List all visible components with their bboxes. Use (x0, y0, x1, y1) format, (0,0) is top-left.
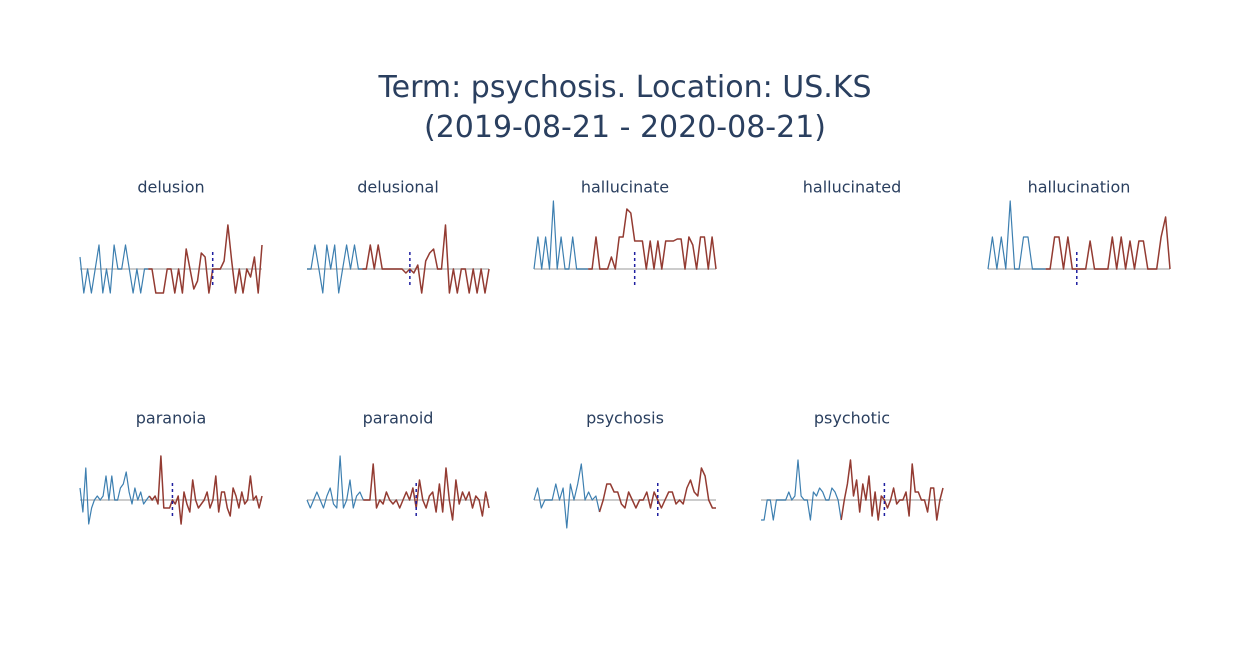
series-after-psychosis (598, 467, 716, 513)
series-after-hallucination (1045, 216, 1171, 270)
series-before-hallucinate (533, 200, 589, 270)
panel-title-hallucination: hallucination (1028, 178, 1131, 197)
panel-title-hallucinated: hallucinated (803, 178, 901, 197)
chart-title-line-2: (2019-08-21 - 2020-08-21) (424, 110, 826, 145)
series-before-delusion (79, 244, 149, 294)
series-before-psychosis (533, 463, 601, 529)
series-before-delusional (307, 244, 363, 294)
panel-title-delusional: delusional (357, 178, 439, 197)
series-after-paranoid (363, 463, 490, 521)
panel-hallucination: hallucination (987, 178, 1171, 288)
panel-title-hallucinate: hallucinate (581, 178, 669, 197)
panel-psychosis: psychosis (533, 409, 716, 529)
panel-title-paranoid: paranoid (363, 409, 434, 428)
series-after-hallucinate (588, 208, 717, 270)
series-before-paranoia (79, 467, 150, 525)
panel-hallucinate: hallucinate (533, 178, 717, 288)
chart-title-line-1: Term: psychosis. Location: US.KS (378, 70, 872, 105)
panel-paranoia: paranoia (79, 409, 263, 525)
series-before-paranoid (306, 455, 364, 509)
series-after-delusional (362, 224, 490, 294)
panel-title-psychotic: psychotic (814, 409, 890, 428)
series-after-delusion (148, 224, 263, 294)
panel-title-psychosis: psychosis (586, 409, 664, 428)
panel-hallucinated: hallucinated (803, 178, 901, 197)
series-after-psychotic (840, 459, 944, 521)
panel-delusion: delusion (79, 178, 263, 294)
series-before-psychotic (761, 459, 842, 521)
panel-title-delusion: delusion (137, 178, 204, 197)
panel-paranoid: paranoid (306, 409, 490, 521)
chart-title: Term: psychosis. Location: US.KS (2019-0… (0, 68, 1250, 148)
series-before-hallucination (987, 200, 1046, 270)
panel-delusional: delusional (307, 178, 490, 294)
series-after-paranoia (148, 455, 263, 525)
panel-psychotic: psychotic (761, 409, 944, 521)
panel-title-paranoia: paranoia (136, 409, 207, 428)
